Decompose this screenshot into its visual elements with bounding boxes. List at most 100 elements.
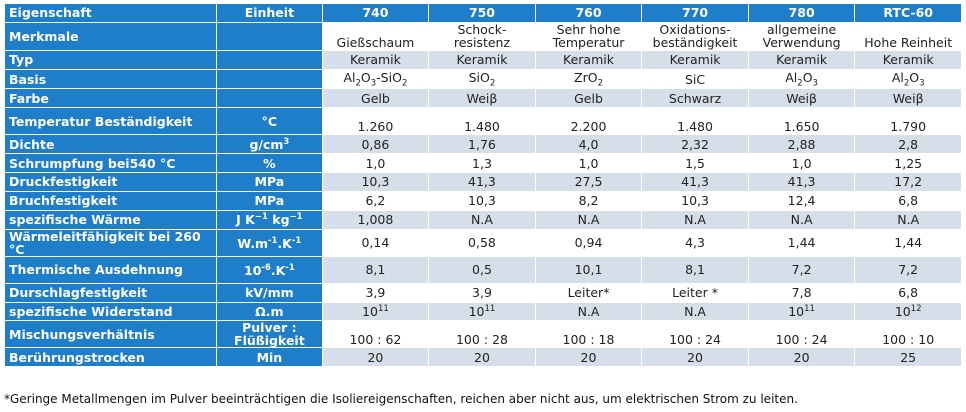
value-cell: 17,2: [855, 172, 961, 192]
property-label: Basis: [5, 69, 217, 90]
value-cell: Al2O3: [855, 69, 961, 90]
value-cell: 1,76: [429, 135, 535, 155]
unit-label: MPa: [217, 191, 322, 211]
value-cell: 10,1: [535, 256, 642, 284]
value-cell: 10,3: [322, 172, 429, 192]
value-cell: 20: [429, 348, 535, 368]
unit-label: Ω.m: [217, 302, 322, 322]
value-cell: 2.200: [535, 108, 642, 136]
unit-label: [217, 69, 322, 90]
value-cell: 12,4: [748, 191, 855, 211]
value-cell: 41,3: [748, 172, 855, 192]
value-cell: 1012: [855, 302, 961, 322]
property-label: spezifische Widerstand: [5, 302, 217, 322]
value-cell: 10,3: [429, 191, 535, 211]
value-cell: 41,3: [642, 172, 748, 192]
property-label: Durschlagfestigkeit: [5, 283, 217, 303]
value-cell: 1011: [748, 302, 855, 322]
property-label: Schrumpfung bei540 °C: [5, 154, 217, 173]
value-cell: Al2O3: [748, 69, 855, 90]
value-cell: 1.480: [642, 108, 748, 136]
value-cell: 7,2: [855, 256, 961, 284]
table-row: spezifische Widerstand Ω.m 1011 1011 N.A N.A 1…: [5, 302, 961, 322]
value-cell: 1,0: [748, 154, 855, 173]
value-cell: ZrO2: [535, 69, 642, 90]
value-cell: Schock-resistenz: [429, 22, 535, 51]
value-cell: 100 : 24: [748, 321, 855, 349]
value-cell: N.A: [748, 210, 855, 230]
table-row: Dichte g/cm3 0,86 1,76 4,0 2,32 2,88 2,8: [5, 135, 961, 155]
table-row: Typ Keramik Keramik Keramik Keramik Keramik Ke…: [5, 50, 961, 70]
value-cell: 1,44: [855, 229, 961, 257]
value-cell: 1,0: [535, 154, 642, 173]
header-product: RTC-60: [855, 4, 961, 23]
value-cell: 2,8: [855, 135, 961, 155]
property-label: Temperatur Beständigkeit: [5, 108, 217, 136]
value-cell: 8,1: [642, 256, 748, 284]
unit-label: Pulver : Flüßigkeit: [217, 321, 322, 349]
value-cell: 100 : 24: [642, 321, 748, 349]
value-cell: N.A: [642, 210, 748, 230]
value-cell: 6,8: [855, 191, 961, 211]
table-row: Durschlagfestigkeit kV/mm 3,9 3,9 Leiter* Lei…: [5, 283, 961, 303]
value-cell: 10,3: [642, 191, 748, 211]
property-label: Farbe: [5, 89, 217, 109]
unit-label: [217, 22, 322, 51]
value-cell: 1,3: [429, 154, 535, 173]
value-cell: 1.480: [429, 108, 535, 136]
table-row: Merkmale Gießschaum Schock-resistenz Sehr h…: [5, 22, 961, 51]
unit-label: [217, 50, 322, 70]
value-cell: 6,2: [322, 191, 429, 211]
header-product: 740: [322, 4, 429, 23]
property-label: Bruchfestigkeit: [5, 191, 217, 211]
value-cell: Al2O3-SiO2: [322, 69, 429, 90]
value-cell: 41,3: [429, 172, 535, 192]
value-cell: 1,008: [322, 210, 429, 230]
value-cell: 0,5: [429, 256, 535, 284]
table-row: Berührungstrocken Min 20 20 20 20 20 25: [5, 348, 961, 368]
table-row: Temperatur Beständigkeit °C 1.260 1.480 2.20…: [5, 108, 961, 136]
value-cell: Weiβ: [748, 89, 855, 109]
value-cell: 4,3: [642, 229, 748, 257]
header-property: Eigenschaft: [5, 4, 217, 23]
value-cell: 100 : 18: [535, 321, 642, 349]
value-cell: Hohe Reinheit: [855, 22, 961, 51]
table-row: Farbe Gelb Weiβ Gelb Schwarz Weiβ Weiβ: [5, 89, 961, 109]
value-cell: 1011: [322, 302, 429, 322]
value-cell: 100 : 10: [855, 321, 961, 349]
value-cell: 27,5: [535, 172, 642, 192]
value-cell: Sehr hohe Temperatur: [535, 22, 642, 51]
header-product: 750: [429, 4, 535, 23]
property-label: Merkmale: [5, 22, 217, 51]
value-cell: 0,14: [322, 229, 429, 257]
footnote: *Geringe Metallmengen im Pulver beeinträ…: [4, 392, 798, 406]
value-cell: Oxidations-beständigkeit: [642, 22, 748, 51]
value-cell: 20: [642, 348, 748, 368]
table-row: Thermische Ausdehnung 10-6.K-1 8,1 0,5 10,1 8…: [5, 256, 961, 284]
table-row: Basis Al2O3-SiO2 SiO2 ZrO2 SiC Al2O3 Al2O3: [5, 69, 961, 90]
value-cell: Leiter*: [535, 283, 642, 303]
value-cell: 1,0: [322, 154, 429, 173]
value-cell: N.A: [535, 210, 642, 230]
property-label: Dichte: [5, 135, 217, 155]
property-label: Berührungstrocken: [5, 348, 217, 368]
unit-label: 10-6.K-1: [217, 256, 322, 284]
unit-label: °C: [217, 108, 322, 136]
header-product: 770: [642, 4, 748, 23]
value-cell: 3,9: [322, 283, 429, 303]
value-cell: 1,25: [855, 154, 961, 173]
table-row: Bruchfestigkeit MPa 6,2 10,3 8,2 10,3 12,4 6,8: [5, 191, 961, 211]
header-unit: Einheit: [217, 4, 322, 23]
unit-label: [217, 89, 322, 109]
table-row: Schrumpfung bei540 °C% 1,0 1,3 1,0 1,5 1,0 1,2…: [5, 154, 961, 173]
value-cell: 20: [748, 348, 855, 368]
spec-table: Eigenschaft Einheit 740 750 760 770 780 …: [4, 4, 962, 368]
value-cell: Schwarz: [642, 89, 748, 109]
value-cell: 20: [535, 348, 642, 368]
value-cell: 1,44: [748, 229, 855, 257]
unit-label: kV/mm: [217, 283, 322, 303]
value-cell: Keramik: [322, 50, 429, 70]
value-cell: SiC: [642, 69, 748, 90]
value-cell: 1.650: [748, 108, 855, 136]
unit-label: %: [217, 154, 322, 173]
